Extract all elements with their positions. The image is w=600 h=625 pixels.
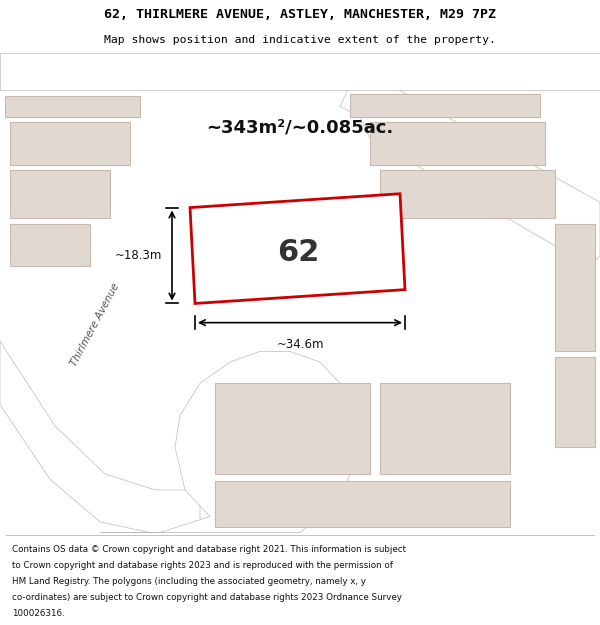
Text: Thirlmere Avenue: Thirlmere Avenue: [69, 281, 121, 368]
Text: Map shows position and indicative extent of the property.: Map shows position and indicative extent…: [104, 35, 496, 45]
Text: Contains OS data © Crown copyright and database right 2021. This information is : Contains OS data © Crown copyright and d…: [12, 546, 406, 554]
Text: 62: 62: [277, 238, 319, 267]
Text: co-ordinates) are subject to Crown copyright and database rights 2023 Ordnance S: co-ordinates) are subject to Crown copyr…: [12, 593, 402, 602]
Text: ~34.6m: ~34.6m: [276, 338, 324, 351]
Polygon shape: [380, 170, 555, 218]
Polygon shape: [555, 357, 595, 447]
Polygon shape: [350, 94, 540, 117]
Polygon shape: [10, 170, 110, 218]
Polygon shape: [5, 96, 140, 117]
Polygon shape: [0, 53, 600, 91]
Polygon shape: [100, 351, 360, 532]
Text: 62, THIRLMERE AVENUE, ASTLEY, MANCHESTER, M29 7PZ: 62, THIRLMERE AVENUE, ASTLEY, MANCHESTER…: [104, 8, 496, 21]
Text: HM Land Registry. The polygons (including the associated geometry, namely x, y: HM Land Registry. The polygons (includin…: [12, 578, 366, 586]
Polygon shape: [215, 383, 370, 474]
Polygon shape: [10, 224, 90, 266]
Text: 100026316.: 100026316.: [12, 609, 65, 618]
Polygon shape: [10, 122, 130, 165]
Polygon shape: [0, 341, 200, 532]
Polygon shape: [370, 122, 545, 165]
Polygon shape: [340, 85, 600, 266]
Polygon shape: [555, 224, 595, 351]
Polygon shape: [380, 383, 510, 474]
Text: ~18.3m: ~18.3m: [115, 249, 162, 262]
Polygon shape: [190, 194, 405, 304]
Text: ~343m²/~0.085ac.: ~343m²/~0.085ac.: [206, 119, 394, 137]
Text: to Crown copyright and database rights 2023 and is reproduced with the permissio: to Crown copyright and database rights 2…: [12, 561, 393, 571]
Polygon shape: [215, 481, 510, 527]
